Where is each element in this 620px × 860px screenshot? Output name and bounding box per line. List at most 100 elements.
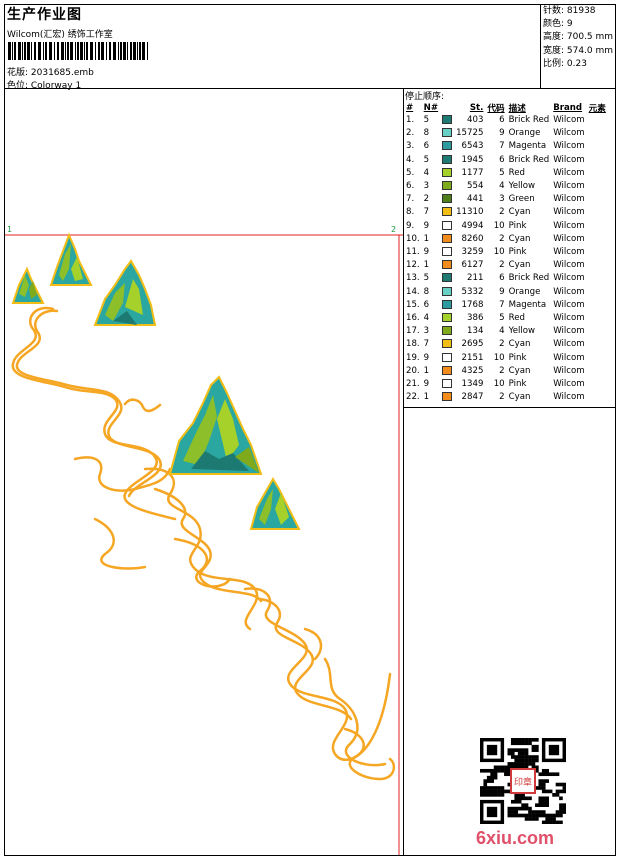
qr-module <box>517 806 522 811</box>
row-index: 9. <box>406 220 415 231</box>
qr-module <box>555 793 560 797</box>
row-needle: 9 <box>423 220 430 231</box>
color-swatch <box>442 352 453 362</box>
qr-module <box>538 782 543 787</box>
qr-module <box>531 813 536 818</box>
qr-module <box>524 758 529 763</box>
barcode-bar <box>18 42 21 60</box>
barcode-bar <box>106 42 107 60</box>
row-stitches: 134 <box>467 326 484 337</box>
qr-module <box>555 789 560 794</box>
mountain-medium-right <box>93 259 157 326</box>
qr-module <box>535 786 539 790</box>
qr-module <box>500 786 505 790</box>
row-stitches: 2151 <box>461 352 484 363</box>
qr-module <box>490 793 494 797</box>
row-stitches: 1768 <box>461 299 484 310</box>
qr-module <box>500 765 505 770</box>
qr-module <box>538 779 543 783</box>
qr-module <box>559 813 563 818</box>
qr-module <box>483 768 488 773</box>
barcode-bar <box>80 42 83 60</box>
row-stitches: 5332 <box>461 286 484 297</box>
qr-module <box>504 765 508 770</box>
qr-module <box>521 793 525 797</box>
qr-module <box>510 813 515 818</box>
table-row: 14. 8 5332 9 Orange Wilcom <box>404 286 608 299</box>
mountain-small-left <box>11 266 45 304</box>
color-swatch <box>442 339 453 349</box>
barcode-bar <box>109 42 111 60</box>
row-description: Cyan <box>508 207 531 218</box>
barcode-bar <box>34 42 36 60</box>
row-description: Yellow <box>508 326 536 337</box>
table-header-row: # N# St. 代码 描述 Brand 元素 <box>404 101 608 114</box>
row-code: 9 <box>499 128 505 139</box>
row-swatch <box>440 312 454 325</box>
row-needle: 6 <box>423 299 430 310</box>
qr-module <box>490 772 494 777</box>
company-name: Wilcom(汇宏) 绣饰工作室 <box>7 30 113 40</box>
col-header-needle: N# <box>423 102 439 113</box>
barcode-bar <box>98 42 100 60</box>
qr-module <box>541 779 546 783</box>
row-needle: 4 <box>423 167 430 178</box>
qr-module <box>559 782 563 787</box>
qr-module <box>535 817 539 821</box>
row-description: Brick Red <box>508 115 550 125</box>
row-description: Pink <box>508 247 527 258</box>
row-brand: Wilcom <box>553 167 585 178</box>
color-swatch <box>442 167 453 177</box>
row-code: 2 <box>499 207 505 218</box>
row-element <box>587 220 608 233</box>
barcode-bar <box>113 42 116 60</box>
row-brand: Wilcom <box>553 220 585 231</box>
qr-module <box>538 799 543 804</box>
design-width: 宽度: 574.0 mm <box>543 45 614 56</box>
qr-module <box>510 799 515 804</box>
row-element <box>587 325 608 338</box>
qr-module <box>559 803 563 807</box>
qr-module <box>535 803 539 807</box>
qr-module <box>517 741 522 746</box>
qr-module <box>517 765 522 770</box>
row-element <box>587 391 608 404</box>
row-index: 13. <box>406 273 420 284</box>
barcode-bar <box>57 42 59 60</box>
row-element <box>587 154 608 167</box>
table-row: 18. 7 2695 2 Cyan Wilcom <box>404 338 608 351</box>
row-brand: Wilcom <box>553 273 585 284</box>
qr-module <box>548 772 553 777</box>
row-swatch <box>440 246 454 259</box>
row-needle: 5 <box>423 273 430 284</box>
barcode-bar <box>123 42 126 60</box>
row-element <box>587 233 608 246</box>
barcode-bar <box>75 42 76 60</box>
table-row: 21. 9 1349 10 Pink Wilcom <box>404 378 608 391</box>
barcode-bar <box>65 42 66 60</box>
row-description: Cyan <box>508 392 531 403</box>
col-header-stitches: St. <box>469 102 484 113</box>
qr-module <box>517 755 522 759</box>
qr-module <box>486 786 491 790</box>
qr-module <box>524 741 529 746</box>
row-swatch <box>440 259 454 272</box>
row-element <box>587 365 608 378</box>
panel-divider <box>403 88 404 856</box>
qr-module <box>510 762 515 766</box>
row-swatch <box>440 365 454 378</box>
qr-module <box>538 786 543 790</box>
row-code: 2 <box>499 365 505 376</box>
row-index: 6. <box>406 181 415 192</box>
row-swatch <box>440 220 454 233</box>
barcode-bar <box>27 42 30 60</box>
qr-module <box>480 789 484 794</box>
qr-finder <box>548 744 560 756</box>
qr-module <box>507 782 512 787</box>
color-swatch <box>442 247 453 257</box>
color-swatch <box>442 207 453 217</box>
col-header-brand: Brand <box>553 102 583 113</box>
barcode <box>8 42 148 60</box>
qr-module <box>486 789 491 794</box>
color-swatch <box>442 392 453 402</box>
